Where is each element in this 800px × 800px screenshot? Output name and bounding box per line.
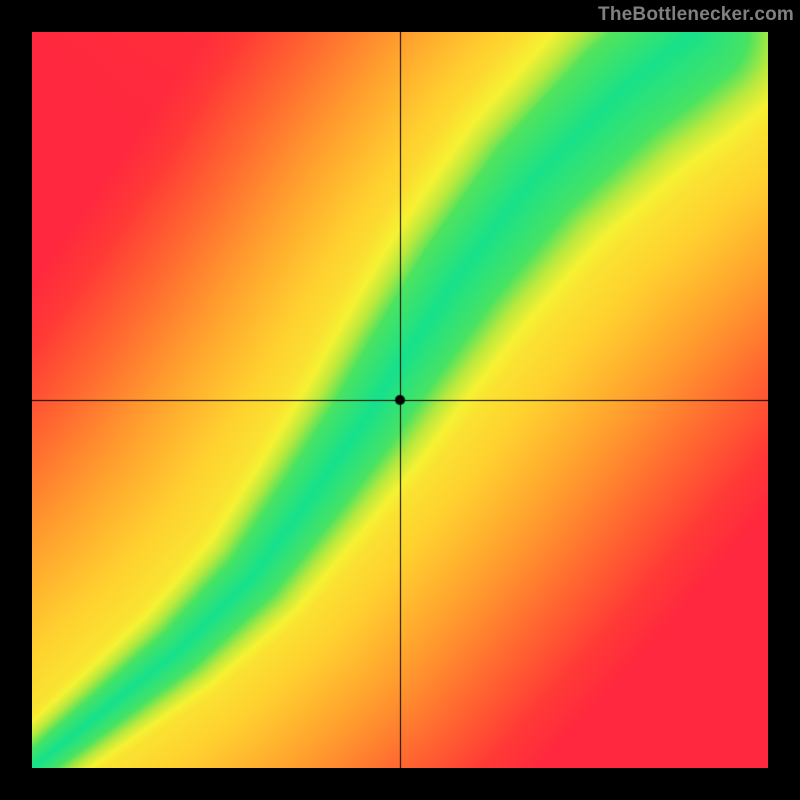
- heatmap-plot: [32, 32, 768, 768]
- credit-label: TheBottlenecker.com: [598, 0, 800, 26]
- heatmap-canvas: [32, 32, 768, 768]
- chart-frame: TheBottlenecker.com: [0, 0, 800, 800]
